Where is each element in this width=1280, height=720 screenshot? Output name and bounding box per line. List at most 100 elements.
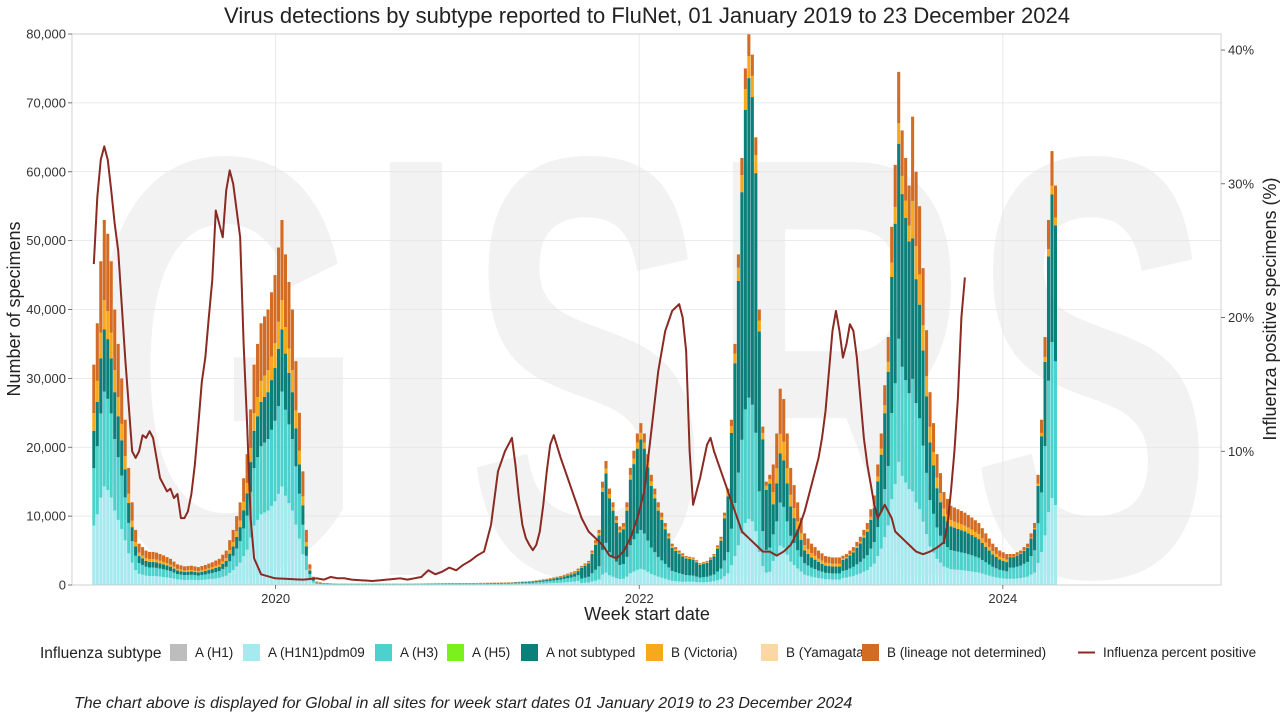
bar-segment-a-not-subtyped (1012, 557, 1016, 568)
bar-segment-a-not-subtyped (1043, 361, 1047, 447)
bar-segment-a-h3 (925, 472, 929, 535)
bar-segment-b-victoria (632, 458, 636, 465)
bar-segment-b-victoria (116, 396, 120, 417)
bar-segment-a-not-subtyped (848, 555, 852, 569)
bar-segment-a-h3 (914, 403, 918, 503)
bar-segment-a-h1n1pdm09 (600, 574, 605, 585)
bar-segment-a-h3 (210, 572, 214, 579)
bar-segment-b-lineage-not-determined (796, 502, 800, 522)
bar-segment-a-h1n1pdm09 (520, 584, 524, 585)
bar-segment-b-lineage-not-determined (855, 541, 859, 547)
legend-label: B (lineage not determined) (887, 645, 1046, 660)
bar-segment-a-not-subtyped (883, 413, 887, 490)
bar-segment-a-h3 (566, 578, 570, 583)
bar-segment-b-lineage-not-determined (782, 399, 786, 442)
bar-segment-b-victoria (663, 526, 667, 530)
legend-swatch (447, 644, 464, 661)
bar-segment-b-victoria (792, 508, 796, 519)
bar-segment-a-not-subtyped (506, 582, 510, 584)
bar-segment-a-h1n1pdm09 (576, 580, 580, 585)
bar-segment-b-lineage-not-determined (116, 343, 120, 397)
bar-segment-a-h3 (259, 446, 263, 515)
bar-segment-b-victoria (151, 559, 155, 562)
bar-segment-b-victoria (600, 487, 605, 493)
bar-segment-a-h3 (217, 571, 221, 578)
bar-segment-b-lineage-not-determined (827, 556, 831, 564)
bar-segment-a-not-subtyped (517, 582, 521, 584)
y-tick-label: 30,000 (26, 371, 66, 386)
bar-segment-a-h1n1pdm09 (1022, 577, 1026, 585)
bar-segment-a-not-subtyped (768, 483, 772, 548)
bar-segment-a-not-subtyped (799, 540, 803, 557)
bar-segment-a-h1n1pdm09 (1005, 578, 1009, 585)
bar-segment-b-lineage-not-determined (611, 502, 615, 508)
bar-segment-a-not-subtyped (1053, 225, 1058, 362)
bar-segment-a-not-subtyped (803, 550, 807, 564)
bar-segment-b-lineage-not-determined (959, 510, 963, 525)
bar-segment-b-victoria (914, 246, 918, 280)
bar-segment-b-victoria (729, 426, 733, 433)
bar-segment-b-lineage-not-determined (660, 512, 664, 518)
bar-segment-a-h1n1pdm09 (573, 581, 577, 585)
bar-segment-a-h3 (848, 568, 852, 577)
bar-segment-a-not-subtyped (834, 566, 838, 574)
bar-segment-a-h1n1pdm09 (907, 489, 911, 585)
bar-segment-a-h1n1pdm09 (642, 569, 646, 585)
bar-segment-b-lineage-not-determined (715, 545, 720, 547)
bar-segment-b-lineage-not-determined (750, 54, 754, 76)
bar-segment-a-h1n1pdm09 (113, 510, 117, 585)
bar-segment-b-lineage-not-determined (621, 523, 625, 527)
bar-segment-a-h1n1pdm09 (1008, 578, 1012, 585)
bar-segment-b-victoria (182, 570, 186, 572)
bar-segment-b-victoria (276, 321, 281, 349)
bar-segment-b-lineage-not-determined (566, 573, 570, 575)
bar-segment-a-not-subtyped (844, 558, 848, 571)
bar-segment-b-victoria (677, 552, 681, 555)
bar-segment-a-not-subtyped (681, 556, 685, 575)
bar-segment-b-victoria (810, 553, 814, 558)
bar-segment-a-h3 (318, 583, 322, 585)
bar-segment-a-h1n1pdm09 (311, 582, 315, 585)
bar-segment-a-not-subtyped (952, 527, 956, 551)
bar-segment-a-h3 (109, 413, 113, 498)
bar-segment-b-victoria (684, 557, 688, 559)
bar-segment-a-h1n1pdm09 (266, 510, 270, 585)
bar-segment-a-h1n1pdm09 (221, 576, 225, 585)
bar-segment-a-h1n1pdm09 (607, 575, 612, 585)
bar-segment-a-h3 (813, 569, 817, 578)
bar-segment-b-victoria (736, 267, 740, 281)
bar-segment-b-victoria (775, 468, 779, 484)
bar-segment-b-victoria (196, 571, 200, 573)
bar-segment-a-h3 (684, 575, 688, 582)
bar-segment-a-h3 (642, 533, 646, 570)
bar-segment-b-lineage-not-determined (607, 488, 612, 495)
bar-segment-b-victoria (984, 542, 988, 547)
bar-segment-a-not-subtyped (1019, 554, 1023, 566)
bar-segment-b-lineage-not-determined (998, 550, 1002, 557)
bar-segment-a-not-subtyped (872, 508, 876, 543)
bar-segment-a-h1n1pdm09 (674, 581, 678, 585)
bar-segment-a-not-subtyped (266, 392, 270, 439)
bar-segment-b-victoria (242, 501, 246, 511)
bar-segment-a-not-subtyped (911, 238, 915, 379)
legend-label: A (H5) (472, 645, 510, 660)
bar-segment-b-lineage-not-determined (113, 309, 117, 371)
y-tick-label: 50,000 (26, 233, 66, 248)
x-axis-title: Week start date (584, 604, 710, 624)
bar-segment-b-victoria (210, 567, 214, 570)
bar-segment-a-not-subtyped (1040, 436, 1044, 493)
bar-segment-a-not-subtyped (618, 532, 622, 566)
legend-item: B (lineage not determined) (862, 644, 1046, 661)
bar-segment-a-h3 (263, 442, 267, 513)
bar-segment-a-h1n1pdm09 (611, 576, 615, 585)
bar-segment-a-not-subtyped (754, 173, 758, 433)
bar-segment-a-h1n1pdm09 (207, 579, 211, 585)
bar-segment-b-victoria (576, 570, 580, 572)
bar-segment-a-h1n1pdm09 (684, 581, 688, 585)
bar-segment-a-h3 (127, 522, 131, 554)
bar-segment-b-lineage-not-determined (287, 281, 291, 349)
bar-segment-a-h1n1pdm09 (660, 577, 664, 585)
bar-segment-a-h3 (705, 576, 709, 583)
bar-segment-a-h1n1pdm09 (872, 563, 876, 585)
bar-segment-a-not-subtyped (249, 462, 253, 492)
